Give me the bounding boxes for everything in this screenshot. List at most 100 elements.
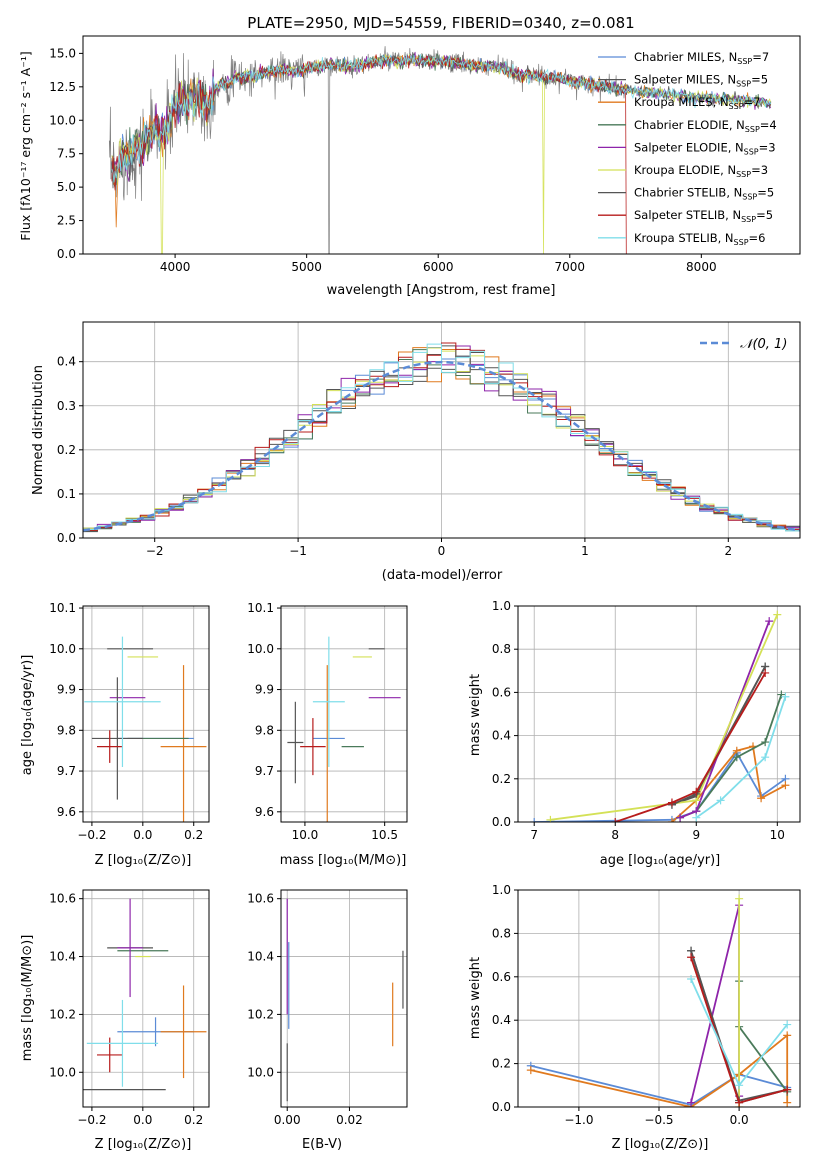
weight-marker (735, 1098, 744, 1107)
x-axis-label: mass [log₁₀(M/M⊙)] (280, 853, 407, 868)
weight-marker (546, 815, 555, 822)
histogram-series-9 (83, 343, 800, 532)
y-tick-label: 15.0 (49, 46, 76, 60)
x-axis-label: E(B-V) (302, 1137, 342, 1152)
y-tick-label: 0.4 (492, 729, 511, 743)
x-tick-label: −0.2 (77, 828, 106, 842)
x-tick-label: 4000 (160, 260, 191, 274)
weight-marker (716, 796, 725, 805)
weight-marker (783, 1085, 792, 1094)
weight-marker (735, 894, 744, 903)
weight-line-1 (534, 751, 786, 822)
y-tick-label: 0.1 (57, 487, 76, 501)
x-tick-label: 2 (724, 544, 732, 558)
y-tick-label: 10.0 (49, 642, 76, 656)
x-tick-label: 7 (530, 828, 538, 842)
weight-marker (667, 818, 676, 822)
weight-marker (773, 610, 782, 619)
y-tick-label: 10.1 (247, 601, 274, 615)
y-tick-label: 0.8 (492, 642, 511, 656)
y-tick-label: 9.7 (57, 764, 76, 778)
y-tick-label: 0.8 (492, 926, 511, 940)
weight-marker (783, 1098, 792, 1107)
x-axis-label: Z [log₁₀(Z/Z⊙)] (95, 1137, 192, 1152)
x-tick-label: 6000 (423, 260, 454, 274)
y-axis-label: Flux [fλ10⁻¹⁷ erg cm⁻² s⁻¹ A⁻¹] (18, 51, 33, 240)
x-tick-label: −0.2 (77, 1113, 106, 1127)
weight-marker (687, 953, 696, 962)
ebv-vs-mass-panel: 0.00 0.02 10.0 10.2 10.4 10.6 E(B-V) (247, 889, 408, 1152)
y-tick-label: 0.6 (492, 970, 511, 984)
x-tick-label: 8000 (686, 260, 717, 274)
weight-marker (530, 818, 539, 822)
axes-frame (82, 605, 210, 823)
x-tick-label: −2 (146, 544, 164, 558)
y-tick-label: 9.6 (57, 805, 76, 819)
x-axis-label: Z [log₁₀(Z/Z⊙)] (612, 1137, 709, 1152)
x-tick-label: 0.0 (730, 1113, 749, 1127)
legend-label: Kroupa MILES, NSSP=7 (634, 95, 760, 111)
weight-marker (761, 668, 770, 677)
x-tick-label: 0.00 (274, 1113, 301, 1127)
weight-marker (692, 813, 701, 822)
y-tick-label: 10.0 (49, 113, 76, 127)
x-tick-label: 8 (611, 828, 619, 842)
weight-marker (526, 1066, 535, 1075)
y-tick-label: 2.5 (57, 214, 76, 228)
y-tick-label: 10.6 (247, 892, 274, 906)
weight-marker (757, 794, 766, 803)
legend: 𝒩(0, 1) (700, 337, 787, 352)
legend-label: Salpeter STELIB, NSSP=5 (634, 208, 773, 224)
y-tick-label: 0.2 (492, 772, 511, 786)
weight-marker (692, 787, 701, 796)
mass-vs-age-panel: 10.0 10.5 9.6 9.7 9.8 9.9 10.0 10.1 mass [log₁₀… (247, 601, 408, 868)
x-tick-label: 0.02 (336, 1113, 363, 1127)
y-tick-label: 9.9 (57, 683, 76, 697)
y-tick-label: 0.0 (57, 247, 76, 261)
y-tick-label: 5.0 (57, 180, 76, 194)
plot-area (83, 342, 800, 533)
x-tick-label: 0.2 (184, 828, 203, 842)
plot-area (286, 898, 404, 1102)
x-axis-label: (data-model)/error (382, 568, 503, 583)
x-tick-label: 10.5 (371, 828, 398, 842)
x-tick-label: 0 (438, 544, 446, 558)
legend-label-normal: 𝒩(0, 1) (740, 337, 787, 352)
y-tick-label: 10.0 (247, 642, 274, 656)
x-tick-label: 5000 (291, 260, 322, 274)
model-spectrum-2 (111, 52, 626, 190)
x-tick-label: 9 (692, 828, 700, 842)
z-vs-mass-panel: −0.2 0.0 0.2 10.0 10.2 10.4 10.6 Z [log₁₀(Z/Z⊙… (20, 889, 210, 1152)
weight-marker (783, 1020, 792, 1029)
x-tick-label: −0.5 (644, 1113, 673, 1127)
weight-line-9 (695, 696, 787, 819)
axes-frame (280, 889, 408, 1108)
legend-label: Salpeter ELODIE, NSSP=3 (634, 140, 776, 156)
y-tick-label: 0.4 (492, 1013, 511, 1027)
axes-frame (82, 889, 210, 1108)
y-tick-label: 0.0 (492, 1100, 511, 1114)
y-axis-label: mass weight (468, 957, 483, 1039)
axes-frame (82, 35, 801, 255)
y-tick-label: 10.0 (247, 1065, 274, 1079)
y-tick-label: 0.6 (492, 685, 511, 699)
weight-marker (687, 974, 696, 983)
weight-marker (611, 818, 620, 822)
x-tick-label: −1.0 (564, 1113, 593, 1127)
normal-pdf-curve (83, 360, 800, 532)
plot-area (287, 636, 401, 822)
x-axis-label: age [log₁₀(age/yr)] (600, 853, 721, 868)
plot-area (83, 898, 207, 1091)
y-tick-label: 10.0 (49, 1065, 76, 1079)
x-tick-label: 7000 (554, 260, 585, 274)
y-tick-label: 0.0 (492, 815, 511, 829)
y-tick-label: 0.2 (57, 443, 76, 457)
x-tick-label: −1 (289, 544, 307, 558)
axes-frame (517, 605, 801, 823)
legend: Chabrier MILES, NSSP=7 Salpeter MILES, NS… (598, 50, 777, 247)
y-tick-label: 1.0 (492, 599, 511, 613)
weight-marker (783, 1031, 792, 1040)
y-tick-label: 7.5 (57, 147, 76, 161)
plot-area (84, 636, 207, 822)
model-spectrum-8 (111, 54, 627, 254)
